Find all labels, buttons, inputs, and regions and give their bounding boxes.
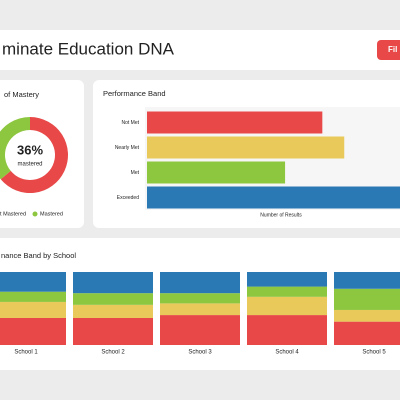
- donut-slice: [0, 117, 68, 193]
- stack-segment: [160, 293, 240, 304]
- x-tick-label: School 3: [188, 350, 212, 356]
- stack-segment: [247, 315, 327, 345]
- stack-segment: [247, 286, 327, 297]
- center-caption: mastered: [17, 162, 42, 168]
- donut-slice: [0, 117, 30, 180]
- stack-segment: [0, 317, 66, 345]
- stack-segment: [334, 309, 400, 322]
- filter-button[interactable]: [377, 40, 400, 60]
- y-tick-label: Not Met: [121, 120, 139, 126]
- y-tick-label: Exceeded: [117, 195, 139, 201]
- app-title: minate Education DNA: [2, 39, 175, 58]
- card-title: nance Band by School: [1, 251, 76, 260]
- header-card: [0, 30, 400, 70]
- y-tick-label: Nearly Met: [115, 145, 140, 151]
- bar: [147, 136, 345, 159]
- stack-segment: [73, 317, 153, 345]
- x-tick-label: School 5: [362, 350, 386, 356]
- stack-segment: [334, 321, 400, 345]
- x-tick-label: School 1: [14, 350, 38, 356]
- stack-segment: [334, 288, 400, 310]
- legend-label: ot Mastered: [0, 211, 26, 217]
- filter-button-label[interactable]: Fil: [388, 45, 397, 54]
- stack-segment: [334, 272, 400, 289]
- stack-segment: [160, 272, 240, 294]
- stack-segment: [160, 315, 240, 345]
- stack-segment: [73, 304, 153, 318]
- bar: [147, 161, 286, 184]
- stack-segment: [247, 272, 327, 287]
- stack-segment: [0, 301, 66, 318]
- stack-segment: [73, 293, 153, 305]
- legend-label: Mastered: [40, 211, 63, 217]
- stack-segment: [247, 296, 327, 316]
- stack-segment: [160, 303, 240, 316]
- x-tick-label: School 4: [275, 350, 299, 356]
- center-value: 36%: [17, 142, 43, 157]
- card-title: Performance Band: [103, 89, 166, 98]
- y-tick-label: Met: [131, 170, 140, 176]
- stack-segment: [73, 272, 153, 294]
- stack-segment: [0, 272, 66, 292]
- legend-swatch: [32, 211, 38, 217]
- stack-segment: [0, 291, 66, 302]
- bar: [147, 186, 400, 209]
- x-axis-label: Number of Results: [260, 212, 302, 218]
- bar: [147, 111, 323, 134]
- card-title: of Mastery: [4, 90, 39, 99]
- x-tick-label: School 2: [101, 350, 125, 356]
